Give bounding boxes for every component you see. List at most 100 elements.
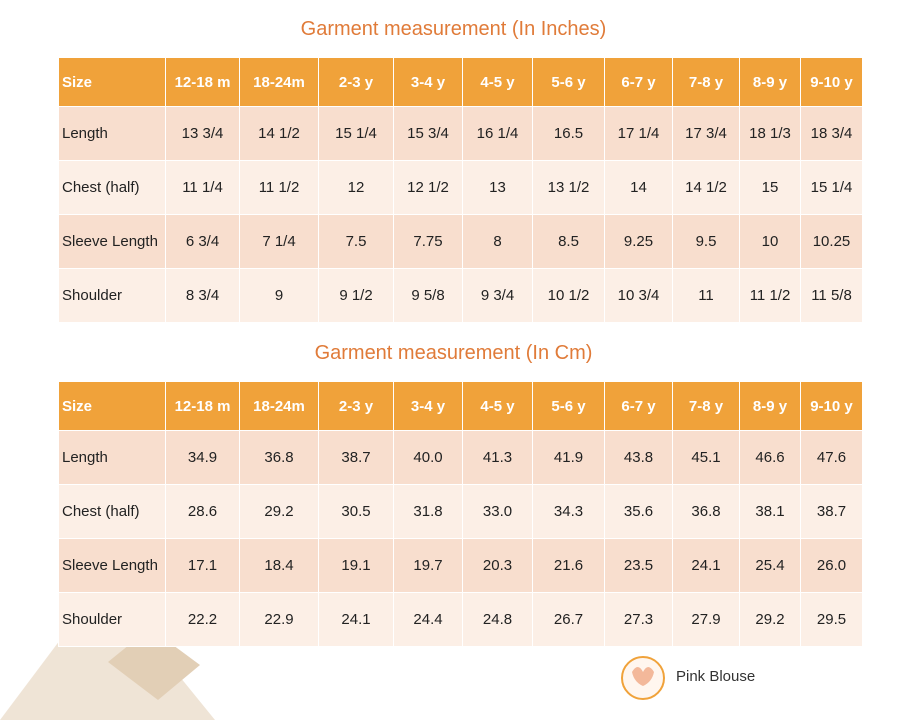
header-cell: Size [58,57,166,107]
table-cell: 22.2 [165,592,240,647]
table-row: Length 13 3/4 14 1/2 15 1/4 15 3/4 16 1/4 16.5… [58,106,863,161]
table-cell: 19.7 [393,538,463,593]
table-cell: 36.8 [239,430,319,485]
header-row: Size 12-18 m 18-24m 2-3 y 3-4 y 4-5 y 5-6 y 6-7… [58,381,863,431]
table-cell: 9 [239,268,319,323]
table-cell: 12 [318,160,394,215]
table-cell: 25.4 [739,538,801,593]
table-cell: 15 3/4 [393,106,463,161]
table-cell: 18 3/4 [800,106,863,161]
row-label: Sleeve Length [58,214,166,269]
table-cell: 11 [672,268,740,323]
table-cell: 29.5 [800,592,863,647]
table-cell: 27.3 [604,592,673,647]
table-row: Shoulder 22.2 22.9 24.1 24.4 24.8 26.7 27.3 27.9… [58,592,863,647]
deco-shape [0,640,215,720]
table-cell: 8 3/4 [165,268,240,323]
table-cell: 9 1/2 [318,268,394,323]
table-row: Chest (half) 28.6 29.2 30.5 31.8 33.0 34.3 35.6… [58,484,863,539]
header-cell: 6-7 y [604,57,673,107]
table-cell: 16 1/4 [462,106,533,161]
table-cell: 40.0 [393,430,463,485]
table-cell: 8 [462,214,533,269]
table-cell: 18.4 [239,538,319,593]
row-label: Shoulder [58,268,166,323]
table-cell: 24.8 [462,592,533,647]
table-cell: 29.2 [239,484,319,539]
header-cell: 18-24m [239,381,319,431]
size-table: Size 12-18 m 18-24m 2-3 y 3-4 y 4-5 y 5-6 y 6-7… [58,381,863,647]
header-cell: 9-10 y [800,381,863,431]
table-cell: 46.6 [739,430,801,485]
table-row: Sleeve Length 17.1 18.4 19.1 19.7 20.3 21.6 23.… [58,538,863,593]
table-cell: 34.3 [532,484,605,539]
table-cell: 12 1/2 [393,160,463,215]
table-row: Sleeve Length 6 3/4 7 1/4 7.5 7.75 8 8.5 9.25 9.… [58,214,863,269]
table-cell: 38.1 [739,484,801,539]
table-cell: 8.5 [532,214,605,269]
header-cell: 9-10 y [800,57,863,107]
table-cell: 15 1/4 [800,160,863,215]
table-cell: 7 1/4 [239,214,319,269]
table-cell: 35.6 [604,484,673,539]
table-cell: 33.0 [462,484,533,539]
table-cell: 21.6 [532,538,605,593]
table-cell: 43.8 [604,430,673,485]
row-label: Shoulder [58,592,166,647]
table-cell: 30.5 [318,484,394,539]
header-cell: 8-9 y [739,57,801,107]
table-cell: 47.6 [800,430,863,485]
table-row: Length 34.9 36.8 38.7 40.0 41.3 41.9 43.8 45.1 46… [58,430,863,485]
table-title: Garment measurement (In Inches) [300,18,607,40]
header-cell: 6-7 y [604,381,673,431]
table-cell: 23.5 [604,538,673,593]
table-row: Chest (half) 11 1/4 11 1/2 12 12 1/2 13 13 1/2… [58,160,863,215]
table-cell: 17.1 [165,538,240,593]
table-cell: 45.1 [672,430,740,485]
header-cell: 12-18 m [165,57,240,107]
table-cell: 10 [739,214,801,269]
header-cell: 5-6 y [532,57,605,107]
table-cell: 16.5 [532,106,605,161]
row-label: Length [58,430,166,485]
table-cell: 13 3/4 [165,106,240,161]
table-cell: 13 [462,160,533,215]
table-cell: 10 3/4 [604,268,673,323]
table-cell: 9.25 [604,214,673,269]
table-cell: 7.75 [393,214,463,269]
row-label: Sleeve Length [58,538,166,593]
table-cell: 11 1/4 [165,160,240,215]
table-cell: 19.1 [318,538,394,593]
table-cell: 17 1/4 [604,106,673,161]
table-cell: 38.7 [800,484,863,539]
table-cell: 24.1 [672,538,740,593]
header-cell: 12-18 m [165,381,240,431]
header-cell: 3-4 y [393,57,463,107]
table-cell: 26.7 [532,592,605,647]
table-cell: 18 1/3 [739,106,801,161]
header-cell: 3-4 y [393,381,463,431]
table-cell: 17 3/4 [672,106,740,161]
table-cell: 29.2 [739,592,801,647]
header-cell: 18-24m [239,57,319,107]
table-cell: 34.9 [165,430,240,485]
size-table: Size 12-18 m 18-24m 2-3 y 3-4 y 4-5 y 5-6 y 6-7… [58,57,863,323]
table-cell: 9 5/8 [393,268,463,323]
header-cell: 7-8 y [672,381,740,431]
table-cell: 14 1/2 [672,160,740,215]
row-label: Chest (half) [58,160,166,215]
header-cell: 5-6 y [532,381,605,431]
logo-icon [632,667,654,686]
table-row: Shoulder 8 3/4 9 9 1/2 9 5/8 9 3/4 10 1/2 10 3/… [58,268,863,323]
table-cell: 41.9 [532,430,605,485]
header-cell: 8-9 y [739,381,801,431]
table-cell: 13 1/2 [532,160,605,215]
table-cell: 9.5 [672,214,740,269]
table-cell: 6 3/4 [165,214,240,269]
table-cell: 20.3 [462,538,533,593]
table-cell: 14 [604,160,673,215]
table-cell: 11 1/2 [739,268,801,323]
table-cell: 24.4 [393,592,463,647]
table-cell: 31.8 [393,484,463,539]
